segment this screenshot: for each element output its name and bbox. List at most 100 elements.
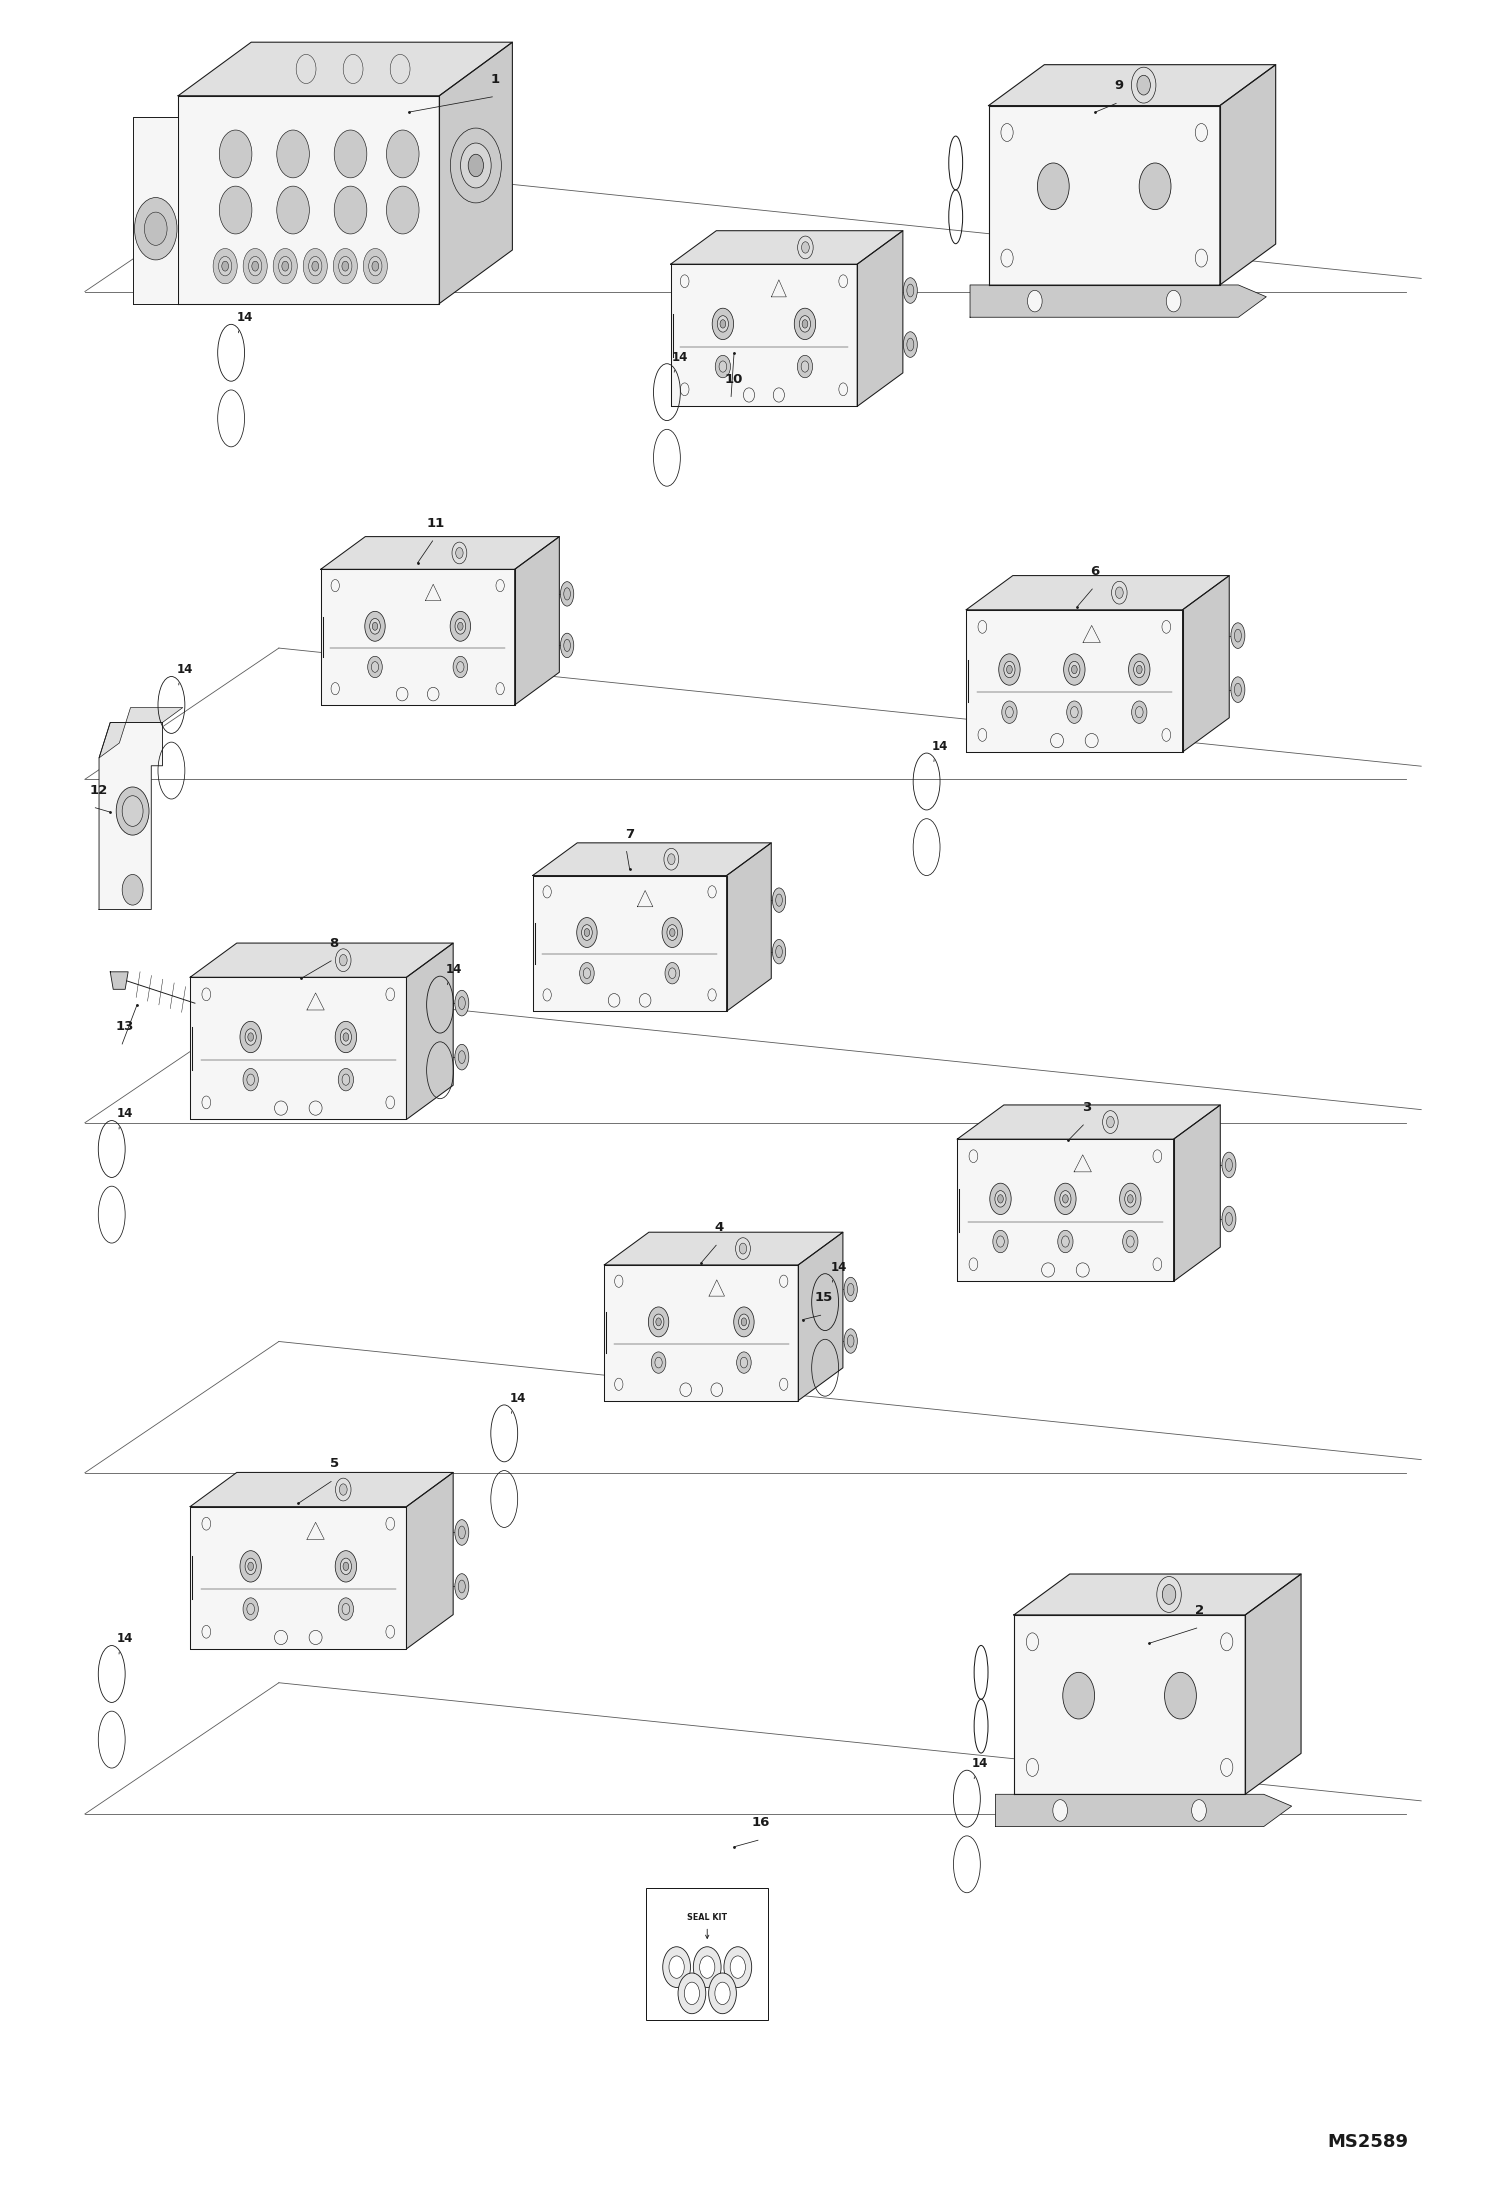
Polygon shape xyxy=(533,842,771,875)
Ellipse shape xyxy=(903,279,917,303)
Circle shape xyxy=(1007,664,1013,673)
Circle shape xyxy=(373,623,377,629)
Text: 11: 11 xyxy=(427,518,445,531)
Circle shape xyxy=(452,542,467,564)
Circle shape xyxy=(1122,1230,1138,1252)
Polygon shape xyxy=(1014,1575,1302,1614)
Polygon shape xyxy=(604,1232,843,1265)
Circle shape xyxy=(219,129,252,178)
Circle shape xyxy=(1128,1195,1132,1204)
Ellipse shape xyxy=(1076,1263,1089,1276)
Text: 14: 14 xyxy=(177,664,193,675)
Circle shape xyxy=(334,186,367,235)
Circle shape xyxy=(1074,1689,1083,1704)
Circle shape xyxy=(1038,162,1070,211)
Ellipse shape xyxy=(773,388,785,401)
Circle shape xyxy=(342,1075,349,1086)
Circle shape xyxy=(277,129,310,178)
Circle shape xyxy=(999,654,1020,684)
Polygon shape xyxy=(99,721,162,910)
Circle shape xyxy=(343,55,363,83)
Text: 16: 16 xyxy=(752,1816,770,1829)
Ellipse shape xyxy=(1085,732,1098,748)
Text: 14: 14 xyxy=(673,351,689,364)
Circle shape xyxy=(202,1096,211,1110)
Circle shape xyxy=(340,1559,352,1575)
Polygon shape xyxy=(406,1472,454,1649)
Circle shape xyxy=(679,1974,706,2013)
Text: 8: 8 xyxy=(330,936,339,950)
Circle shape xyxy=(1195,250,1207,268)
Circle shape xyxy=(1131,702,1147,724)
Circle shape xyxy=(1064,654,1085,684)
Ellipse shape xyxy=(1222,1151,1236,1178)
Circle shape xyxy=(1146,171,1165,202)
Circle shape xyxy=(346,204,355,217)
Polygon shape xyxy=(966,610,1182,752)
Circle shape xyxy=(969,1259,978,1270)
Polygon shape xyxy=(995,1794,1291,1827)
Circle shape xyxy=(653,1314,664,1329)
Polygon shape xyxy=(178,42,512,96)
Circle shape xyxy=(721,320,725,329)
Circle shape xyxy=(542,886,551,897)
Circle shape xyxy=(1068,662,1080,678)
Circle shape xyxy=(1112,581,1126,603)
Circle shape xyxy=(709,1974,737,2013)
Circle shape xyxy=(1028,289,1043,311)
Ellipse shape xyxy=(458,996,466,1009)
Circle shape xyxy=(740,1357,748,1368)
Circle shape xyxy=(1107,1116,1115,1127)
Ellipse shape xyxy=(455,991,469,1015)
Circle shape xyxy=(398,147,407,160)
Circle shape xyxy=(398,204,407,217)
Circle shape xyxy=(283,195,303,224)
Circle shape xyxy=(144,213,168,246)
Circle shape xyxy=(1026,1634,1038,1651)
Text: 14: 14 xyxy=(237,311,253,325)
Circle shape xyxy=(712,309,734,340)
Circle shape xyxy=(739,1314,749,1329)
Ellipse shape xyxy=(843,1276,857,1303)
Circle shape xyxy=(457,662,464,673)
Polygon shape xyxy=(111,971,129,989)
Circle shape xyxy=(1071,706,1079,717)
Circle shape xyxy=(451,612,470,640)
Circle shape xyxy=(1221,1634,1233,1651)
Circle shape xyxy=(273,248,297,283)
Circle shape xyxy=(246,1559,256,1575)
Circle shape xyxy=(709,886,716,897)
Ellipse shape xyxy=(1231,678,1245,702)
Circle shape xyxy=(202,1518,211,1531)
Circle shape xyxy=(1170,1682,1191,1711)
Circle shape xyxy=(1126,1237,1134,1248)
Circle shape xyxy=(655,1357,662,1368)
Text: 14: 14 xyxy=(830,1261,846,1274)
Circle shape xyxy=(667,925,677,941)
Ellipse shape xyxy=(773,888,785,912)
Circle shape xyxy=(1071,664,1077,673)
Polygon shape xyxy=(671,263,857,406)
Text: 14: 14 xyxy=(117,1107,133,1121)
Circle shape xyxy=(1001,250,1013,268)
Circle shape xyxy=(282,261,289,272)
Ellipse shape xyxy=(274,1629,288,1645)
Circle shape xyxy=(117,787,148,836)
Polygon shape xyxy=(439,42,512,303)
Circle shape xyxy=(309,257,322,276)
Circle shape xyxy=(662,1947,691,1987)
Circle shape xyxy=(670,928,676,936)
Circle shape xyxy=(715,1982,730,2004)
Circle shape xyxy=(801,320,807,329)
Circle shape xyxy=(839,384,848,395)
Polygon shape xyxy=(971,285,1266,318)
Ellipse shape xyxy=(712,1384,722,1397)
Ellipse shape xyxy=(1050,732,1064,748)
Circle shape xyxy=(1167,289,1180,311)
Ellipse shape xyxy=(455,1044,469,1070)
Circle shape xyxy=(978,728,987,741)
Circle shape xyxy=(542,989,551,1000)
Circle shape xyxy=(231,147,241,160)
Circle shape xyxy=(455,548,463,559)
Circle shape xyxy=(394,195,412,224)
